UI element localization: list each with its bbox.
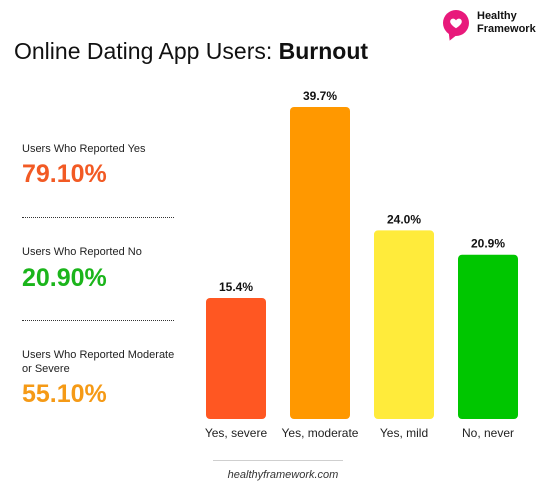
heart-icon	[443, 10, 469, 36]
category-label-0: Yes, severe	[205, 426, 268, 440]
data-label-1: 39.7%	[303, 89, 337, 103]
footer-url: healthyframework.com	[227, 469, 339, 481]
brand-line-2: Framework	[477, 23, 536, 35]
brand-name: Healthy Framework	[477, 10, 536, 36]
footer-divider	[213, 460, 343, 461]
brand-logo: Healthy Framework	[443, 10, 536, 36]
stat-value-yes: 79.10%	[22, 160, 107, 188]
chart-title-regular: Online Dating App Users:	[14, 38, 279, 64]
category-label-3: No, never	[462, 426, 514, 440]
stat-value-no: 20.90%	[22, 264, 107, 292]
data-label-2: 24.0%	[387, 212, 421, 226]
stat-label-moderate-severe: Users Who Reported Moderate or Severe	[22, 349, 175, 375]
stat-label-no: Users Who Reported No	[22, 246, 142, 258]
bar-1	[290, 107, 350, 419]
category-label-1: Yes, moderate	[282, 426, 359, 440]
category-label-2: Yes, mild	[380, 426, 428, 440]
data-label-0: 15.4%	[219, 280, 253, 294]
divider	[22, 320, 174, 321]
chart-title-bold: Burnout	[278, 38, 369, 64]
stat-label-yes: Users Who Reported Yes	[22, 143, 146, 155]
bar-2	[374, 230, 434, 419]
data-label-3: 20.9%	[471, 237, 505, 251]
brand-line-1: Healthy	[477, 10, 517, 22]
bar-3	[458, 254, 518, 419]
footer: healthyframework.com	[0, 469, 554, 481]
stat-value-moderate-severe: 55.10%	[22, 380, 107, 408]
chart-title: Online Dating App Users: Burnout	[14, 38, 368, 65]
bar-0	[206, 297, 266, 419]
divider	[22, 217, 174, 218]
